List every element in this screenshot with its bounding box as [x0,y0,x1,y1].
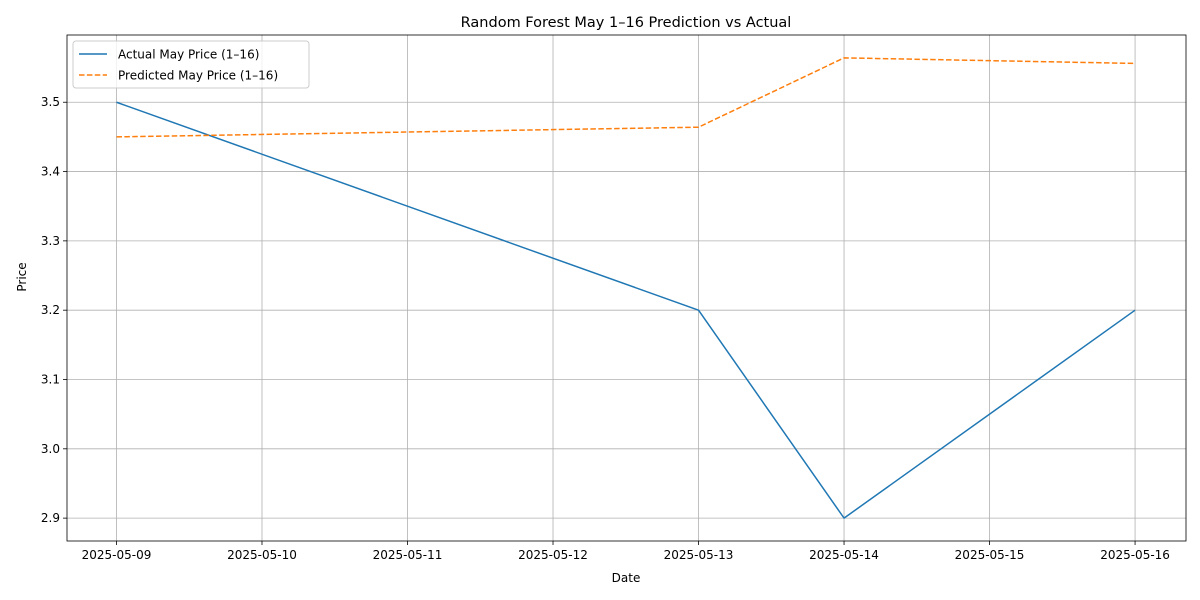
y-axis-label: Price [15,262,29,291]
y-tick-label: 3.4 [41,165,60,179]
x-tick-label: 2025-05-13 [664,548,734,562]
predicted-price-line [116,57,1136,138]
x-tick-label: 2025-05-10 [227,548,297,562]
legend-box [72,40,310,89]
series-layer [116,57,1136,519]
y-tick-label: 2.9 [41,511,60,525]
legend: Actual May Price (1–16) Predicted May Pri… [72,40,310,89]
legend-entry-label: Actual May Price (1–16) [118,48,259,62]
y-axis-ticks: 2.9 3.0 3.1 3.2 3.3 3.4 3.5 [41,95,67,525]
grid-layer [67,35,1186,541]
chart-title: Random Forest May 1–16 Prediction vs Act… [461,15,792,31]
y-tick-label: 3.3 [41,234,60,248]
plot-frame [66,34,1187,542]
actual-price-line [116,101,1136,519]
x-axis-label: Date [612,571,641,585]
x-tick-label: 2025-05-11 [373,548,443,562]
y-tick-label: 3.0 [41,442,60,456]
x-tick-label: 2025-05-09 [82,548,152,562]
x-tick-label: 2025-05-15 [955,548,1025,562]
legend-entry-label: Predicted May Price (1–16) [118,69,278,83]
y-tick-label: 3.2 [41,303,60,317]
y-tick-label: 3.5 [41,95,60,109]
y-tick-label: 3.1 [41,372,60,386]
x-tick-label: 2025-05-16 [1100,548,1170,562]
x-tick-label: 2025-05-14 [809,548,879,562]
x-axis-ticks: 2025-05-09 2025-05-10 2025-05-11 2025-05-12… [82,541,1170,562]
x-tick-label: 2025-05-12 [518,548,588,562]
